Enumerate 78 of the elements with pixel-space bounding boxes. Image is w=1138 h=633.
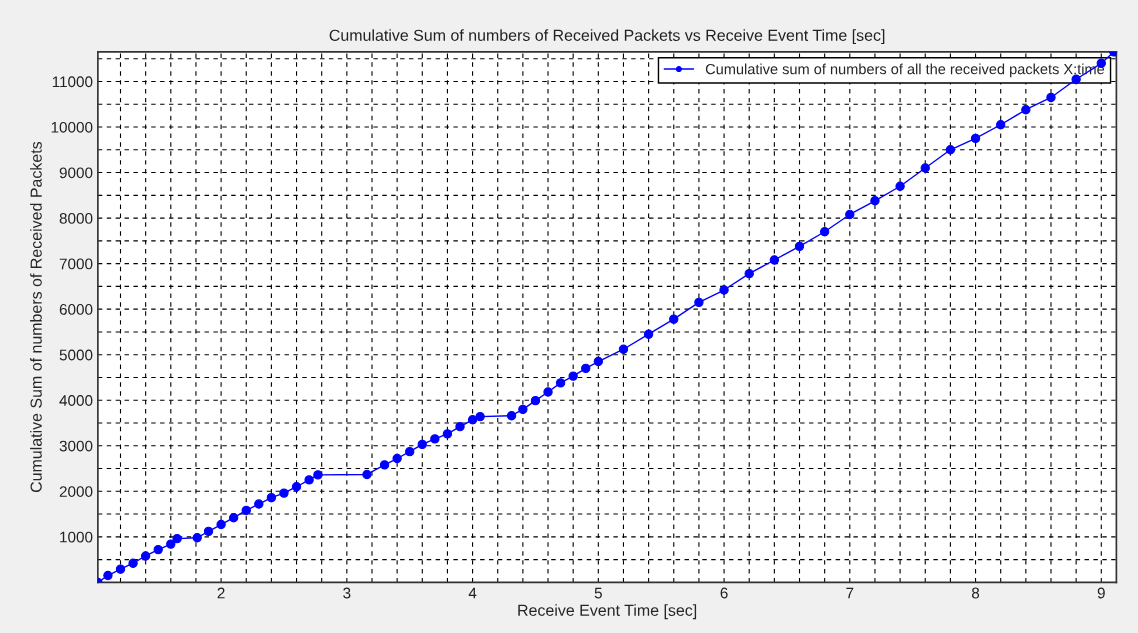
point — [1021, 105, 1031, 115]
point — [1071, 74, 1081, 84]
x-tick-label: 2 — [217, 587, 225, 599]
point — [405, 447, 415, 457]
point — [694, 297, 704, 308]
x-tick-label: 5 — [594, 587, 602, 599]
point — [643, 329, 654, 339]
line-series — [97, 51, 1117, 583]
y-tick-label: 4000 — [59, 395, 93, 406]
point — [970, 133, 981, 144]
point — [518, 404, 528, 415]
point — [543, 387, 553, 397]
y-tick-label: 5000 — [59, 349, 93, 361]
point — [744, 268, 754, 279]
point — [379, 460, 390, 470]
point — [618, 344, 629, 354]
y-tick-label: 1000 — [60, 531, 93, 543]
point — [392, 453, 402, 464]
x-tick-label: 3 — [343, 587, 351, 599]
point — [291, 482, 302, 492]
point — [216, 519, 226, 530]
y-tick-label: 8000 — [59, 212, 93, 224]
point — [140, 551, 151, 561]
point — [475, 411, 485, 422]
point — [769, 255, 780, 265]
point — [115, 564, 126, 574]
point — [506, 411, 517, 421]
point — [228, 513, 239, 523]
x-tick-label: 6 — [720, 587, 728, 599]
point — [467, 415, 478, 425]
point — [304, 475, 314, 485]
point — [254, 499, 264, 509]
point — [172, 533, 182, 544]
point — [568, 371, 578, 381]
point — [845, 209, 855, 220]
x-tick-label: 4 — [468, 587, 477, 599]
point — [870, 196, 880, 206]
x-axis-title: Receive Event Time [sec] — [518, 604, 697, 620]
point — [945, 145, 956, 155]
y-tick-label: 11000 — [52, 76, 93, 88]
y-tick-label: 2000 — [59, 486, 93, 497]
y-tick-label: 3000 — [59, 440, 93, 452]
point — [241, 505, 251, 516]
point — [166, 539, 176, 549]
y-tick-label: 6000 — [59, 304, 93, 315]
point — [203, 526, 214, 537]
point — [1046, 92, 1056, 103]
point — [266, 492, 277, 503]
point — [192, 533, 202, 543]
point — [455, 421, 465, 432]
y-tick-label: 9000 — [59, 167, 93, 179]
point — [417, 439, 427, 450]
point — [442, 429, 453, 439]
point — [103, 570, 113, 581]
point — [819, 227, 830, 237]
point — [362, 469, 372, 480]
point — [996, 120, 1006, 130]
point — [530, 396, 541, 406]
point — [895, 181, 905, 191]
point — [794, 241, 805, 252]
y-tick-label: 10000 — [51, 121, 93, 133]
x-tick-label: 8 — [971, 587, 980, 599]
point — [279, 488, 289, 498]
point — [920, 163, 930, 173]
point — [719, 285, 729, 295]
point — [128, 558, 138, 568]
point — [313, 470, 323, 480]
x-tick-label: 7 — [846, 587, 854, 599]
point — [153, 544, 163, 555]
point — [581, 363, 591, 374]
point — [669, 314, 679, 324]
point — [430, 434, 440, 444]
y-tick-label: 7000 — [59, 258, 93, 270]
point — [593, 356, 604, 367]
point — [555, 378, 566, 388]
y-axis-title: Cumulative Sum of numbers of Received Packets — [30, 141, 42, 493]
chart-title: Cumulative Sum of numbers of Received Packets vs Receive Event Time [sec] — [329, 29, 885, 45]
x-tick-label: 9 — [1097, 587, 1105, 599]
